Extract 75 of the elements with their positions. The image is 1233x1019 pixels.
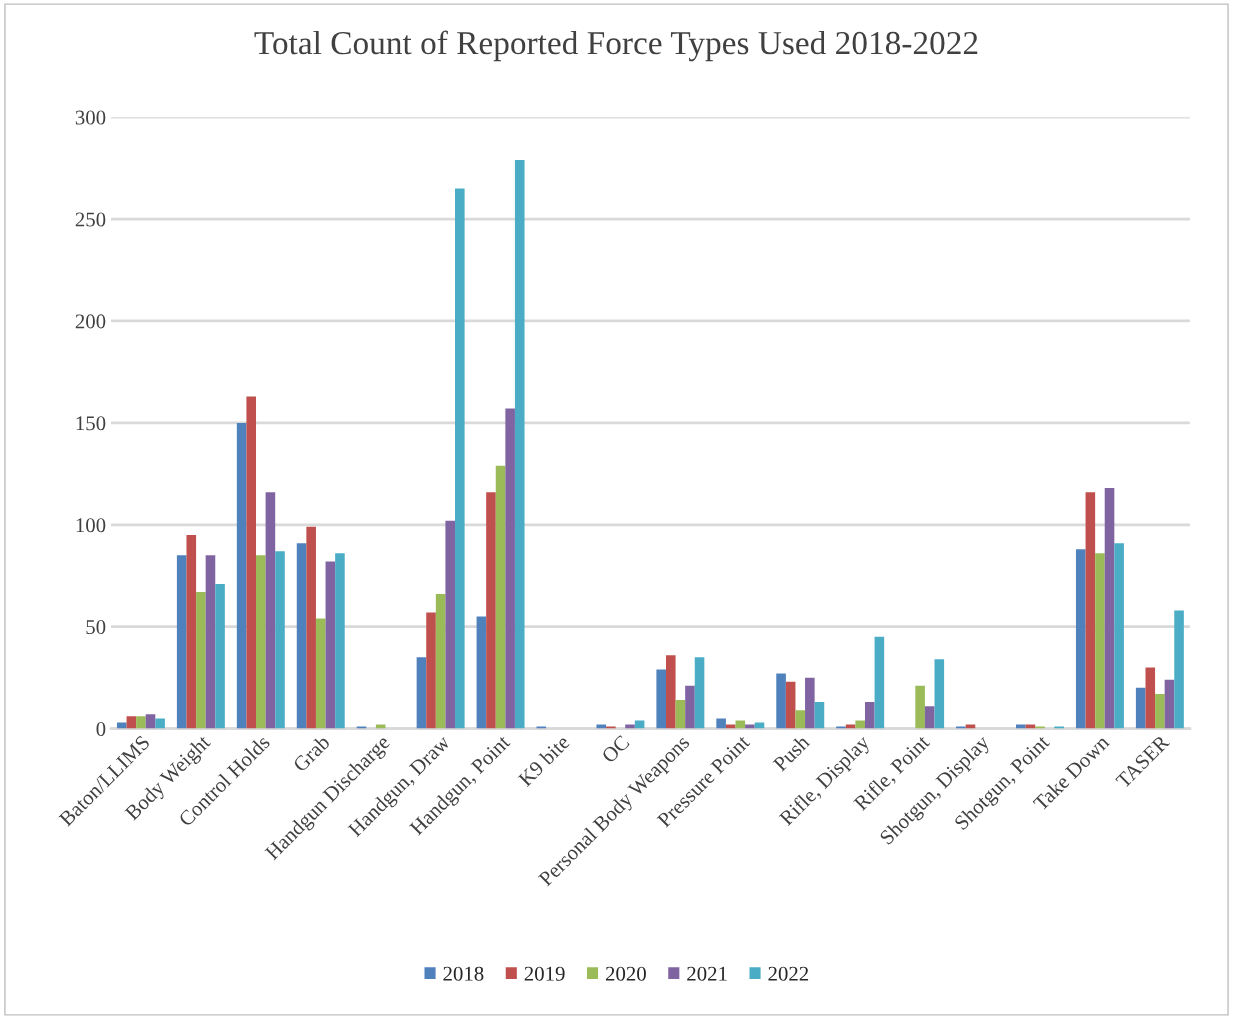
y-tick-label: 250 bbox=[75, 212, 106, 227]
bar bbox=[416, 657, 427, 729]
bar bbox=[296, 543, 307, 729]
bar bbox=[176, 555, 187, 729]
bar bbox=[1174, 610, 1184, 729]
bar bbox=[1085, 492, 1096, 729]
legend-label: 2021 bbox=[687, 966, 727, 981]
bar bbox=[495, 465, 506, 729]
bar bbox=[795, 710, 806, 729]
legend-label: 2022 bbox=[768, 966, 809, 981]
bar bbox=[325, 561, 336, 729]
bar bbox=[155, 718, 165, 729]
bar bbox=[1135, 687, 1146, 729]
chart-title: Total Count of Reported Force Types Used 2018-2022 bbox=[254, 30, 978, 62]
bar bbox=[1155, 693, 1165, 729]
bar bbox=[785, 681, 796, 729]
y-tick-label: 150 bbox=[76, 416, 106, 431]
bar bbox=[136, 716, 146, 729]
bar bbox=[116, 722, 127, 729]
bar bbox=[476, 616, 487, 729]
bar bbox=[915, 685, 925, 729]
bar bbox=[874, 636, 885, 729]
bar bbox=[656, 669, 666, 729]
y-tick-label: 100 bbox=[76, 518, 106, 533]
bar bbox=[215, 583, 225, 729]
bar bbox=[814, 702, 825, 729]
x-tick-label: Push bbox=[772, 733, 811, 773]
bar bbox=[236, 422, 247, 729]
x-tick-label: K9 bite bbox=[517, 733, 571, 788]
bar bbox=[265, 492, 276, 729]
bar bbox=[306, 526, 316, 729]
bar bbox=[275, 551, 285, 729]
bar bbox=[196, 592, 206, 729]
bar bbox=[335, 553, 345, 729]
legend-label: 2019 bbox=[524, 966, 565, 981]
bar bbox=[924, 706, 935, 729]
bar bbox=[864, 702, 875, 729]
bar bbox=[934, 659, 945, 729]
bar bbox=[514, 159, 525, 729]
bar bbox=[754, 722, 765, 729]
bar bbox=[1145, 667, 1156, 729]
bar bbox=[505, 408, 515, 729]
bar bbox=[685, 685, 695, 729]
bar bbox=[426, 612, 436, 729]
bar bbox=[776, 673, 786, 729]
legend-label: 2020 bbox=[605, 966, 646, 981]
legend-label: 2018 bbox=[443, 966, 484, 981]
bar bbox=[735, 720, 746, 729]
bar bbox=[1164, 679, 1175, 729]
bar bbox=[435, 594, 446, 729]
bar bbox=[445, 520, 456, 729]
bar bbox=[694, 657, 705, 729]
bar bbox=[634, 720, 645, 729]
bar bbox=[716, 718, 726, 729]
bar bbox=[805, 677, 815, 729]
bar bbox=[675, 700, 686, 729]
bar bbox=[186, 534, 197, 729]
bar bbox=[665, 655, 676, 729]
bar bbox=[205, 555, 216, 729]
y-tick-label: 300 bbox=[75, 110, 106, 125]
y-tick-label: 50 bbox=[86, 620, 106, 635]
bar bbox=[486, 492, 496, 729]
bar bbox=[315, 618, 326, 729]
bar bbox=[145, 714, 156, 729]
bar bbox=[126, 716, 137, 729]
bar bbox=[1095, 553, 1105, 729]
y-tick-label: 200 bbox=[75, 314, 106, 329]
bar bbox=[246, 396, 257, 729]
bar bbox=[855, 720, 865, 729]
bar bbox=[256, 555, 266, 729]
bar bbox=[1075, 549, 1086, 729]
bar bbox=[455, 188, 465, 729]
bar bbox=[1114, 543, 1124, 729]
bar bbox=[1104, 488, 1115, 729]
y-tick-label: 0 bbox=[96, 721, 106, 737]
